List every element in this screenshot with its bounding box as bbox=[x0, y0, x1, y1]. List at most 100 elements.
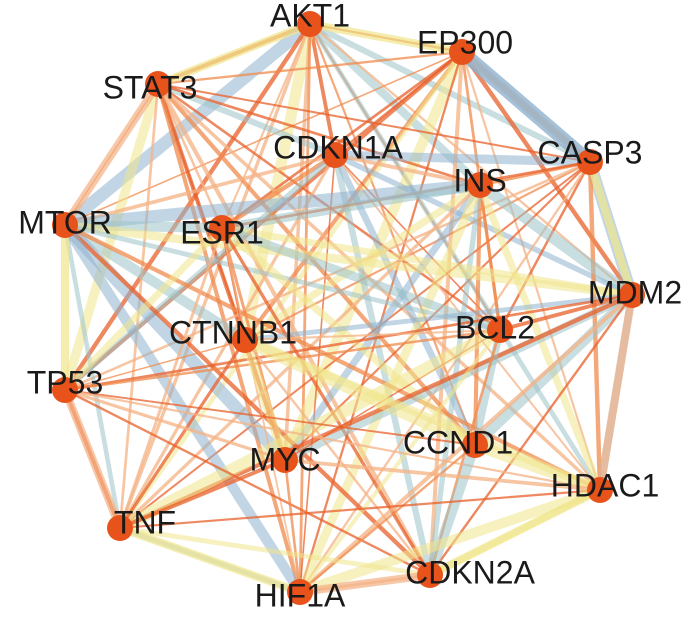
node-label: TP53 bbox=[27, 364, 103, 400]
node-label: EP300 bbox=[417, 24, 513, 60]
edge bbox=[119, 488, 601, 530]
edge bbox=[118, 23, 312, 529]
edge bbox=[157, 50, 463, 86]
edge bbox=[309, 20, 463, 56]
edge bbox=[156, 20, 312, 88]
edge bbox=[61, 81, 162, 228]
node-label: ESR1 bbox=[180, 214, 264, 250]
edge bbox=[156, 83, 224, 229]
edge bbox=[596, 294, 636, 491]
node bbox=[209, 215, 235, 241]
edge bbox=[334, 150, 591, 167]
edge bbox=[586, 160, 636, 297]
edge bbox=[499, 293, 633, 332]
edge bbox=[62, 220, 248, 345]
edge bbox=[221, 227, 301, 593]
node bbox=[52, 212, 78, 238]
edge bbox=[220, 227, 432, 576]
edge bbox=[498, 161, 592, 331]
edge bbox=[299, 571, 431, 596]
edge bbox=[64, 51, 463, 226]
edge bbox=[240, 338, 290, 462]
node bbox=[322, 142, 348, 168]
node-label: MYC bbox=[249, 441, 320, 477]
edge bbox=[157, 82, 481, 187]
edge bbox=[220, 223, 502, 335]
edge bbox=[425, 443, 480, 577]
node-label: BCL2 bbox=[455, 309, 535, 345]
edge bbox=[244, 329, 501, 341]
node bbox=[587, 477, 613, 503]
edge bbox=[62, 225, 225, 393]
edge bbox=[64, 388, 601, 492]
node-label: HDAC1 bbox=[551, 467, 659, 503]
node-label: MDM2 bbox=[588, 274, 682, 310]
edge bbox=[221, 224, 633, 299]
edge bbox=[220, 153, 337, 230]
edge bbox=[118, 524, 302, 596]
edge bbox=[298, 485, 602, 597]
edge bbox=[478, 184, 502, 331]
edge bbox=[64, 153, 336, 227]
node-label: CDKN1A bbox=[273, 129, 403, 165]
edge bbox=[119, 458, 286, 530]
edge bbox=[63, 223, 432, 577]
edge bbox=[333, 152, 634, 298]
edge bbox=[221, 180, 481, 233]
edges bbox=[60, 19, 638, 597]
node bbox=[272, 447, 298, 473]
edge bbox=[64, 178, 481, 232]
node bbox=[145, 71, 171, 97]
node bbox=[462, 432, 488, 458]
edge bbox=[61, 388, 124, 530]
edge bbox=[62, 224, 123, 529]
edge bbox=[118, 227, 224, 529]
edge bbox=[473, 439, 602, 496]
edge bbox=[119, 525, 431, 578]
edge bbox=[334, 153, 481, 187]
edge bbox=[298, 328, 502, 594]
node bbox=[297, 11, 323, 37]
edge bbox=[64, 220, 633, 300]
edge bbox=[64, 339, 246, 391]
node-label: CTNNB1 bbox=[169, 314, 297, 350]
node-label: CASP3 bbox=[538, 134, 643, 170]
edge bbox=[299, 444, 476, 593]
node bbox=[487, 317, 513, 343]
edge bbox=[60, 220, 290, 465]
edge bbox=[64, 389, 476, 446]
edge bbox=[64, 388, 286, 462]
node bbox=[287, 579, 313, 605]
edge bbox=[460, 50, 634, 297]
edge bbox=[118, 339, 247, 529]
nodes bbox=[52, 11, 645, 605]
node bbox=[417, 562, 443, 588]
node bbox=[107, 515, 133, 541]
edge bbox=[308, 23, 337, 156]
node bbox=[467, 172, 493, 198]
node bbox=[52, 377, 78, 403]
edge bbox=[428, 486, 602, 579]
edge bbox=[157, 83, 591, 163]
node bbox=[449, 39, 475, 65]
edge bbox=[457, 46, 595, 168]
node-label: CDKN2A bbox=[405, 554, 535, 590]
node-label: CCND1 bbox=[403, 424, 513, 460]
node-label: AKT1 bbox=[270, 0, 350, 33]
edge bbox=[307, 22, 603, 492]
edge bbox=[283, 459, 302, 593]
node-label: HIF1A bbox=[255, 577, 346, 613]
edge bbox=[117, 324, 503, 534]
node-label: STAT3 bbox=[103, 69, 198, 105]
node bbox=[619, 282, 645, 308]
edge bbox=[284, 458, 601, 492]
edge bbox=[221, 50, 463, 230]
node-label: INS bbox=[453, 162, 506, 198]
edge bbox=[63, 152, 337, 393]
edge bbox=[429, 294, 633, 576]
edge bbox=[60, 19, 315, 230]
node-label: TNF bbox=[114, 504, 176, 540]
node bbox=[232, 327, 258, 353]
edge bbox=[244, 339, 431, 576]
